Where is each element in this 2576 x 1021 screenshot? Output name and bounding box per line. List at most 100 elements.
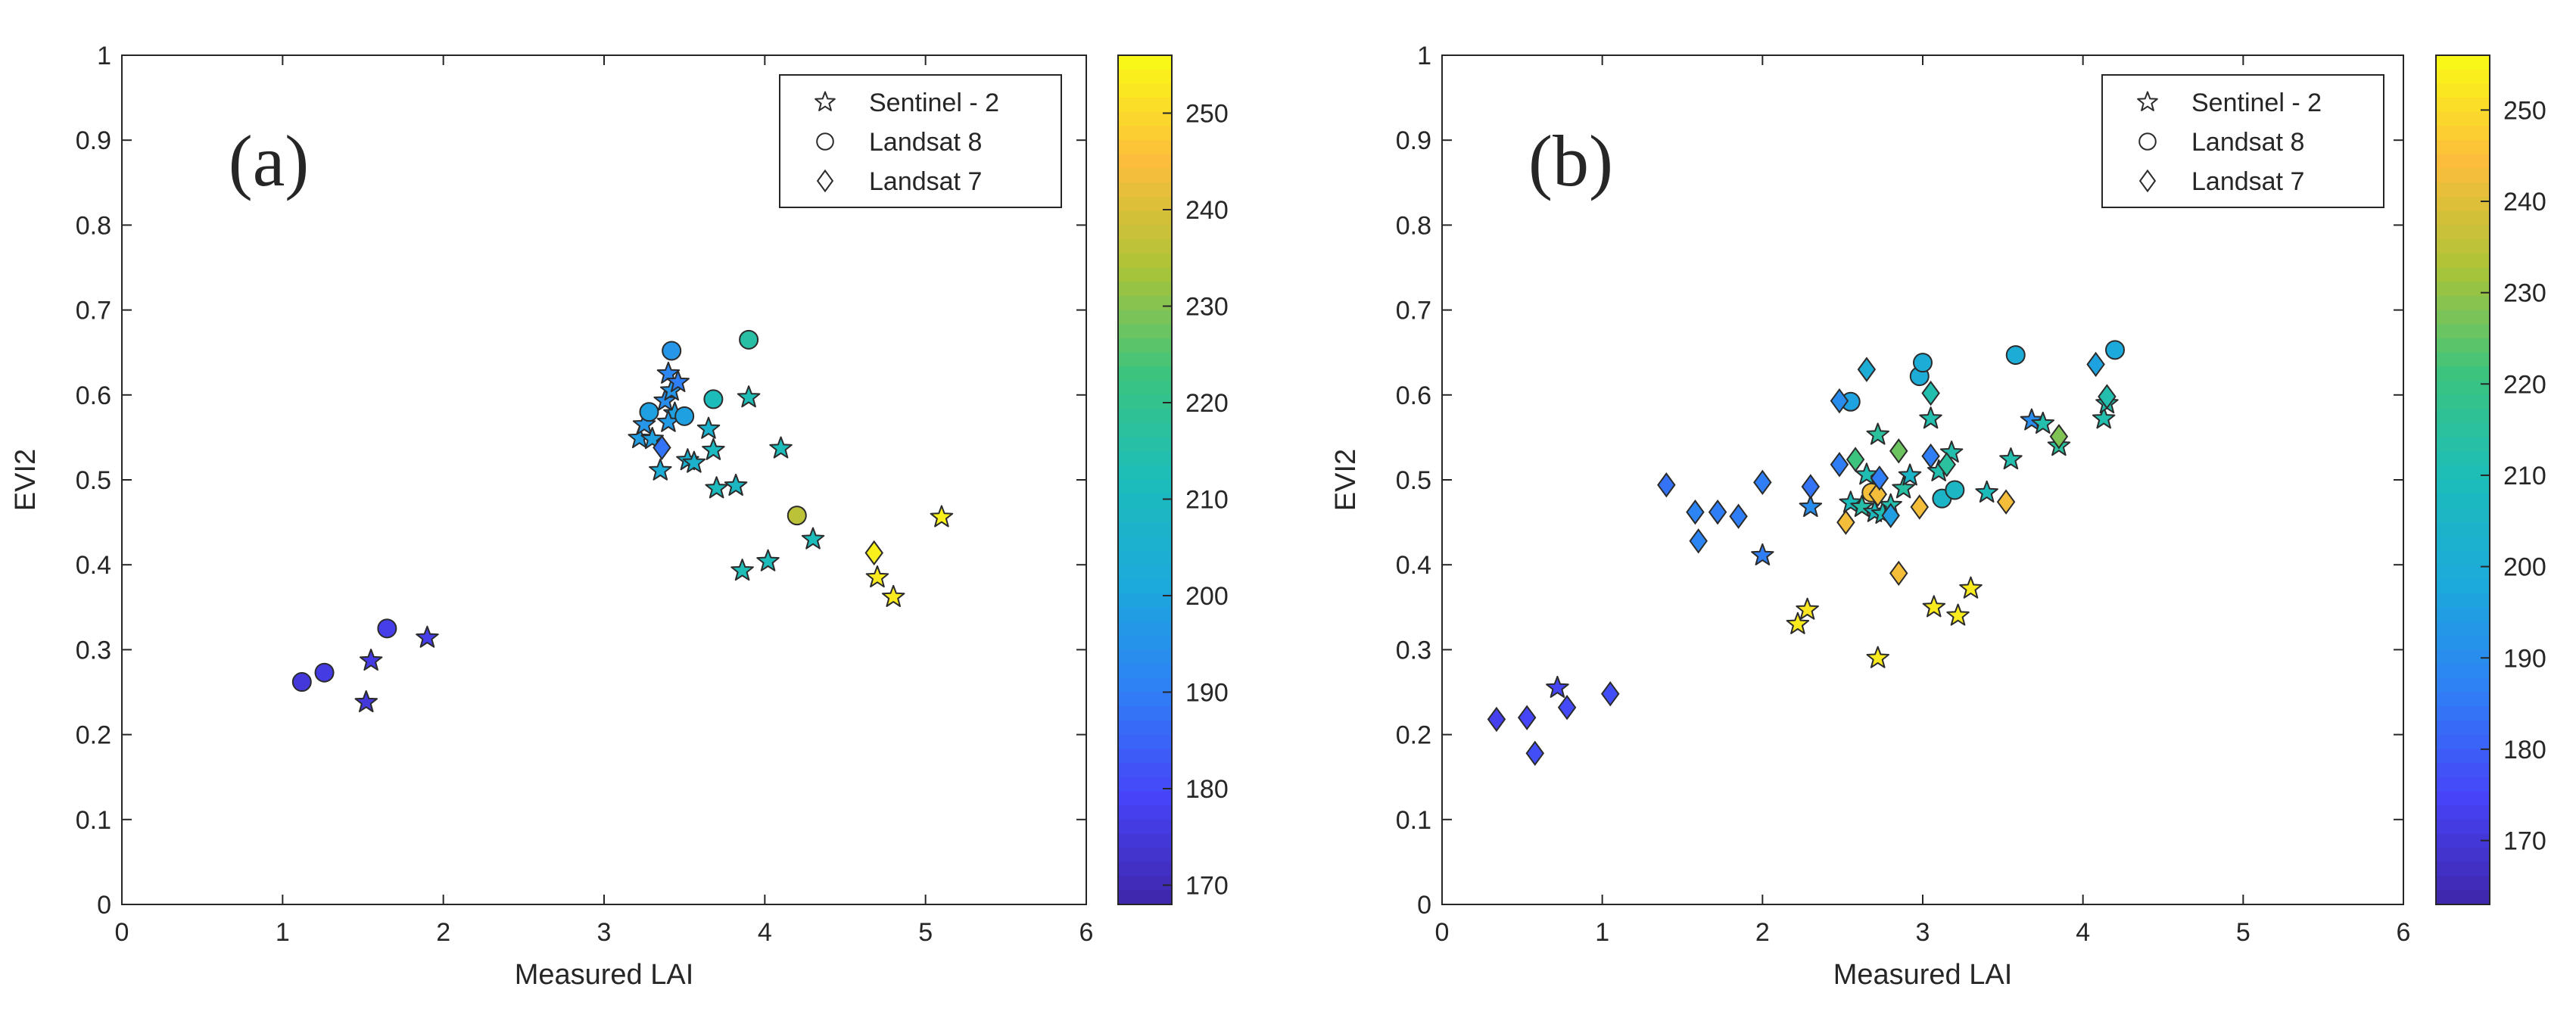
colorbar-tick-label: 180	[1185, 775, 1229, 804]
colorbar-segment	[2436, 182, 2490, 198]
data-point-star	[1850, 494, 1874, 517]
colorbar-segment	[2436, 197, 2490, 212]
y-tick-label: 0.7	[76, 297, 111, 325]
data-point-diamond	[1868, 481, 1887, 507]
x-tick-label: 0	[115, 918, 129, 947]
data-point-star	[724, 473, 748, 496]
y-axis-label: EVI2	[10, 449, 42, 511]
x-tick-label: 4	[2076, 918, 2090, 947]
colorbar-segment	[2436, 593, 2490, 609]
colorbar-segment	[1118, 111, 1172, 127]
data-point-diamond	[1937, 452, 1956, 478]
colorbar-tick-label: 250	[1185, 100, 1229, 129]
data-point-star	[865, 565, 889, 588]
legend-marker-circle	[816, 132, 834, 151]
data-point-star	[1855, 462, 1879, 485]
data-point-star	[640, 427, 664, 450]
data-point-star	[359, 649, 383, 671]
colorbar-segment	[2436, 805, 2490, 820]
colorbar-tick-label: 190	[1185, 679, 1229, 708]
colorbar-segment	[2436, 493, 2490, 509]
data-point-circle	[1945, 480, 1965, 500]
y-tick-label: 0.3	[1396, 636, 1431, 665]
x-tick-label: 0	[1435, 918, 1450, 947]
data-point-star	[1839, 490, 1862, 513]
colorbar-segment	[1118, 565, 1172, 580]
data-point-diamond	[1689, 528, 1708, 554]
data-point-star	[1892, 476, 1915, 499]
colorbar-tick-label: 230	[1185, 293, 1229, 322]
colorbar-segment	[1118, 98, 1172, 113]
data-point-diamond	[1857, 356, 1877, 382]
y-tick-label: 0	[1417, 891, 1431, 920]
y-tick-label: 0.5	[76, 466, 111, 495]
colorbar-segment	[2436, 635, 2490, 651]
data-point-star	[649, 458, 672, 481]
y-tick-label: 0.8	[1396, 211, 1431, 240]
colorbar-segment	[1118, 805, 1172, 820]
colorbar-segment	[1118, 239, 1172, 254]
data-point-star	[1939, 440, 1964, 463]
colorbar-segment	[1118, 749, 1172, 764]
colorbar-segment	[2436, 876, 2490, 892]
colorbar-segment	[2436, 55, 2490, 70]
y-tick-label: 0.2	[76, 721, 111, 750]
x-tick-label: 2	[1755, 918, 1770, 947]
colorbar-segment	[1118, 621, 1172, 637]
colorbar-tick-label: 210	[1185, 486, 1229, 515]
data-point-diamond	[1517, 705, 1537, 730]
colorbar-segment	[1118, 550, 1172, 566]
y-tick-label: 0.1	[1396, 806, 1431, 835]
data-point-diamond	[1870, 465, 1889, 491]
colorbar-segment	[2436, 324, 2490, 339]
colorbar-segment	[1118, 536, 1172, 552]
data-point-diamond	[1996, 489, 2016, 515]
y-tick-label: 0.4	[1396, 551, 1431, 580]
data-point-star	[1799, 494, 1823, 517]
colorbar-tick-label: 240	[1185, 196, 1229, 225]
colorbar-segment	[2436, 140, 2490, 155]
colorbar-tick-label: 230	[2503, 279, 2546, 308]
colorbar-segment	[2436, 69, 2490, 85]
x-tick-label: 5	[918, 918, 933, 947]
data-point-diamond	[2086, 351, 2105, 378]
x-tick-label: 6	[2397, 918, 2411, 947]
colorbar-tick-label: 200	[1185, 582, 1229, 611]
data-point-star	[1946, 603, 1970, 626]
data-point-circle	[703, 389, 724, 409]
y-tick-label: 0.3	[76, 636, 111, 665]
colorbar-segment	[1118, 225, 1172, 241]
data-point-diamond	[1525, 740, 1545, 766]
legend-marker-diamond	[2138, 169, 2157, 193]
data-point-star	[2020, 408, 2044, 431]
colorbar-segment	[2436, 295, 2490, 311]
colorbar-segment	[2436, 225, 2490, 241]
colorbar-tick-label: 220	[2503, 370, 2546, 399]
data-point-diamond	[864, 540, 883, 566]
colorbar-segment	[1118, 508, 1172, 524]
colorbar-segment	[2436, 720, 2490, 736]
data-point-circle	[662, 341, 682, 361]
data-point-diamond	[1846, 447, 1865, 472]
colorbar-segment	[2436, 692, 2490, 708]
colorbar-segment	[2436, 508, 2490, 524]
colorbar-segment	[2436, 366, 2490, 382]
colorbar-segment	[1118, 465, 1172, 481]
colorbar-segment	[2436, 777, 2490, 792]
colorbar-segment	[1118, 168, 1172, 184]
legend-label: Landsat 8	[2191, 128, 2304, 157]
data-point-diamond	[1557, 695, 1577, 721]
colorbar-segment	[2436, 338, 2490, 353]
colorbar-tick-label: 250	[2503, 96, 2546, 125]
data-point-star	[1999, 447, 2023, 470]
colorbar-segment	[2436, 352, 2490, 368]
y-tick-label: 0.4	[76, 551, 111, 580]
colorbar-segment	[1118, 83, 1172, 99]
data-point-star	[666, 370, 690, 393]
y-tick-label: 1	[1417, 42, 1431, 70]
y-tick-label: 0.6	[76, 381, 111, 410]
data-point-star	[801, 527, 825, 549]
colorbar-segment	[2436, 621, 2490, 637]
colorbar-tick-label: 170	[2503, 827, 2546, 856]
colorbar-segment	[1118, 295, 1172, 311]
